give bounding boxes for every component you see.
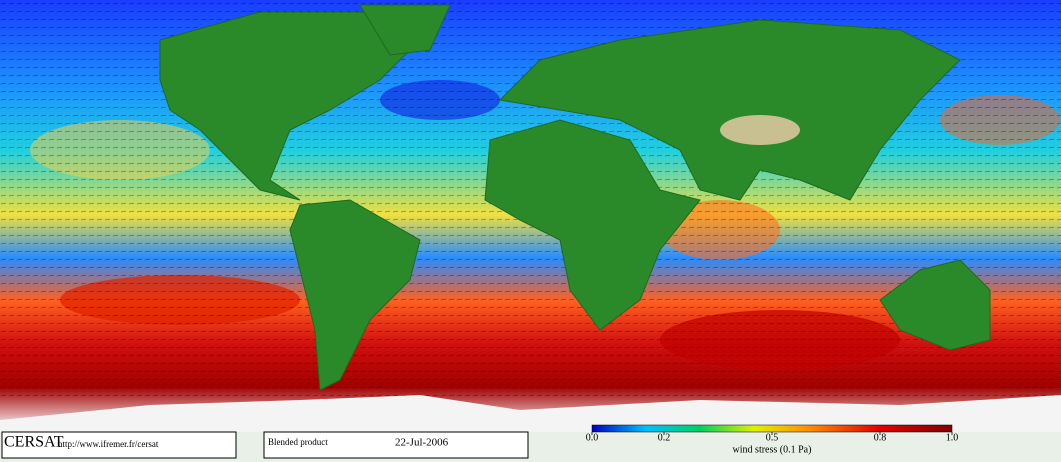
- product-box: [263, 431, 529, 459]
- credit-name: CERSAT: [4, 434, 64, 451]
- colorbar-tick-label: 0.5: [766, 432, 779, 443]
- colorbar-tick-label: 0.8: [874, 432, 887, 443]
- credit-url: http://www.ifremer.fr/cersat: [58, 439, 159, 449]
- product-name: Blended product: [268, 437, 328, 447]
- antarctica: [0, 395, 1061, 432]
- colorbar-tick-label: 0.0: [586, 432, 599, 443]
- land: [159, 4, 991, 391]
- colorbar-tick-label: 0.2: [658, 432, 671, 443]
- credit-box: [1, 431, 237, 459]
- colorbar-label: wind stress (0.1 Pa): [733, 444, 812, 455]
- colorbar: [591, 424, 953, 433]
- product-date: 22-Jul-2006: [395, 437, 449, 449]
- colorbar-tick-label: 1.0: [946, 432, 959, 443]
